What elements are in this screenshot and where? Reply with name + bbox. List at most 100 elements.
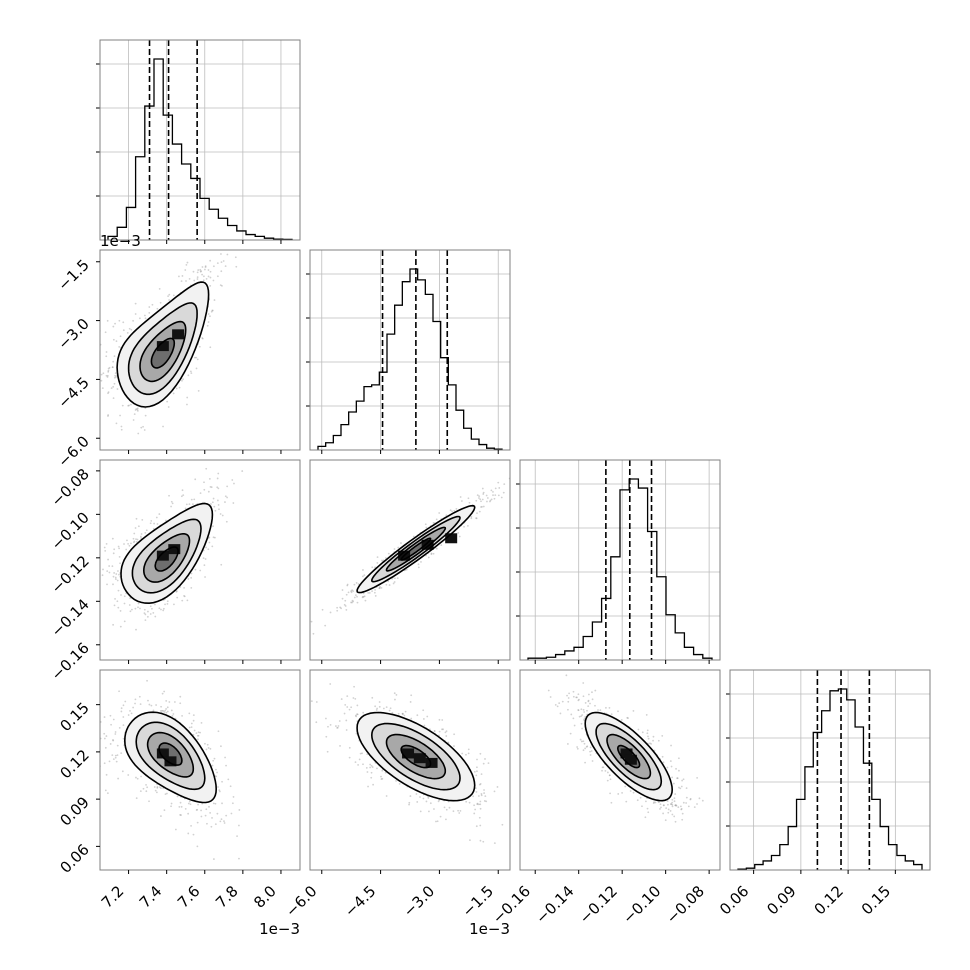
scatter-point [321,608,324,611]
scatter-point [179,702,182,705]
scatter-point [132,706,135,709]
scatter-point [223,822,226,824]
scatter-point [196,734,199,737]
scatter-point [196,276,199,279]
scatter-point [485,800,488,803]
scatter-point [350,591,353,594]
scatter-point [599,709,602,712]
scatter-point [498,487,501,489]
scatter-point [181,714,183,717]
scatter-point [114,322,116,325]
contour-line-0 [400,744,432,769]
scatter-point [160,608,162,611]
scatter-point [186,261,189,264]
scatter-point [422,718,425,720]
scatter-point [165,700,168,702]
scatter-point [117,777,120,780]
scatter-point [476,512,478,515]
y-tick-label-p1-0: −6.0 [54,432,92,470]
scatter-point [213,757,216,760]
scatter-point [193,498,196,501]
scatter-point [445,808,448,811]
y-tick-label-p1-1: −4.5 [54,374,92,412]
scatter-point [162,607,165,610]
scatter-point [356,704,359,707]
scatter-point [138,695,141,698]
scatter-point [219,513,222,515]
scatter-point [180,495,183,498]
scatter-point [179,801,182,804]
scatter-point [385,795,388,797]
scatter-point [134,527,137,529]
scatter-point [489,499,492,502]
scatter-point [106,583,108,586]
scatter-point [185,503,188,506]
scatter-point [344,605,347,607]
scatter-point [113,376,116,379]
scatter-point [398,783,401,785]
scatter-point [111,754,114,757]
scatter-point [150,704,153,707]
scatter-point [370,771,373,774]
scatter-point [354,714,357,717]
scatter-point [179,695,182,698]
scatter-point [110,723,112,726]
scatter-point [180,814,182,816]
scatter-point [220,818,223,821]
y-tick-label-p2-0: −0.16 [48,639,93,684]
scatter-point [549,696,552,698]
scatter-point [147,699,149,702]
scatter-point [476,758,478,761]
hist-panel-bg-p0 [100,40,300,240]
scatter-point [117,570,119,572]
scatter-point [176,795,179,798]
scatter-point [117,545,120,548]
scatter-point [163,690,166,693]
pair-content-p0-p3 [100,679,241,860]
scatter-point [362,711,365,714]
scatter-point [382,707,385,710]
scatter-point [127,404,130,407]
scatter-point [112,575,115,578]
scatter-point [438,512,441,514]
density-peak-cell-2 [425,757,438,768]
scatter-point [423,724,426,727]
scatter-point [366,771,369,773]
scatter-point [515,794,517,796]
scatter-point [122,724,125,727]
scatter-point [214,802,217,805]
scatter-point [476,802,479,805]
scatter-point [199,492,202,494]
scatter-point [392,582,395,585]
scatter-point [212,802,215,805]
scatter-point [476,766,478,769]
scatter-point [200,270,203,272]
scatter-point [458,812,461,814]
scatter-point [476,494,479,497]
scatter-point [118,573,120,576]
scatter-point [381,559,383,562]
scatter-point [346,583,349,586]
scatter-point [350,590,352,593]
scatter-point [481,487,484,490]
scatter-point [197,734,200,737]
scatter-point [220,745,222,748]
scatter-point [226,496,229,499]
scatter-point [416,801,419,803]
density-peak-cell-1 [421,539,434,550]
scatter-point [140,537,142,539]
scatter-point [122,704,125,707]
scatter-point [518,474,520,476]
scatter-point [135,776,137,779]
scatter-point [427,797,430,799]
scatter-point [123,620,126,623]
scatter-point [163,711,166,713]
scatter-point [152,709,155,712]
contour-line-2 [370,722,461,791]
scatter-point [190,824,192,827]
scatter-point [175,590,178,593]
scatter-point [217,730,220,733]
scatter-point [230,812,233,815]
scatter-point [409,795,412,797]
scatter-point [166,706,169,709]
